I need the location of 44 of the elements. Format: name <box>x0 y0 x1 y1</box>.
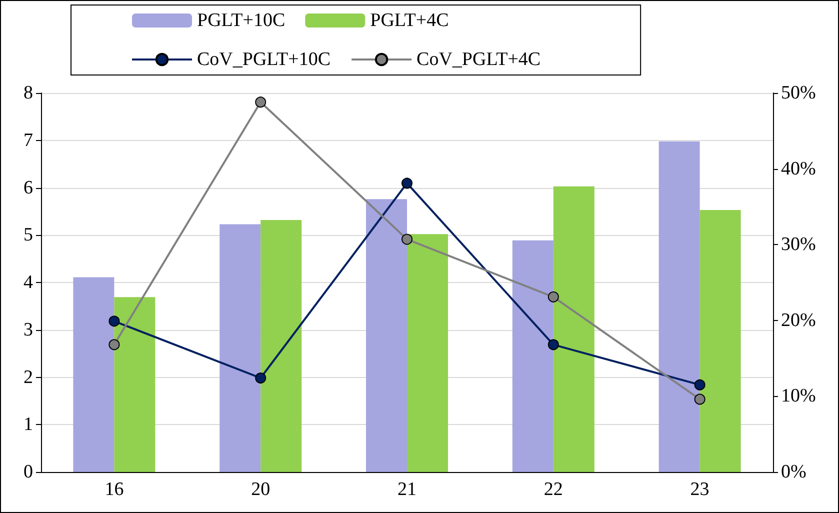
bar <box>407 234 448 472</box>
point <box>108 339 120 350</box>
y-tick-label: 8 <box>24 82 33 104</box>
legend-label: PGLT+10C <box>197 10 286 31</box>
bar <box>700 210 741 472</box>
point <box>402 234 412 245</box>
y2-tick-label: 50% <box>781 82 816 104</box>
y2-tick-label: 0% <box>781 462 806 482</box>
point <box>548 339 559 350</box>
bar <box>220 224 261 472</box>
y2-tick-label: 20% <box>781 310 816 331</box>
y-tick-label: 0 <box>24 462 33 482</box>
point <box>402 178 412 189</box>
y2-tick-label: 40% <box>781 158 816 180</box>
x-tick-label: 21 <box>398 479 416 500</box>
legend-label: CoV_PGLT+10C <box>197 49 331 70</box>
point <box>255 372 266 384</box>
bar <box>512 240 554 472</box>
bar <box>366 199 407 472</box>
bar <box>73 277 114 472</box>
point <box>694 394 706 405</box>
y-tick-label: 4 <box>24 272 34 293</box>
y-tick-label: 2 <box>24 366 33 388</box>
y-tick-label: 6 <box>24 177 33 198</box>
y2-tick-label: 30% <box>781 234 816 256</box>
point <box>548 291 559 302</box>
x-tick-label: 20 <box>251 479 270 500</box>
point <box>108 316 120 327</box>
bar <box>553 186 594 472</box>
point <box>694 379 706 390</box>
legend-label: CoV_PGLT+4C <box>416 49 541 70</box>
x-tick-label: 16 <box>104 479 124 500</box>
y2-tick-label: 10% <box>781 386 816 407</box>
point <box>255 96 266 108</box>
y-tick-label: 5 <box>24 224 33 246</box>
legend-label: PGLT+4C <box>370 10 449 31</box>
bar <box>114 297 156 472</box>
y-tick-label: 7 <box>24 130 33 151</box>
y-tick-label: 1 <box>24 414 33 436</box>
y-tick-label: 3 <box>24 319 33 340</box>
x-tick-label: 23 <box>690 479 710 500</box>
bar <box>658 141 700 472</box>
x-tick-label: 22 <box>544 479 563 500</box>
bar <box>260 220 302 472</box>
